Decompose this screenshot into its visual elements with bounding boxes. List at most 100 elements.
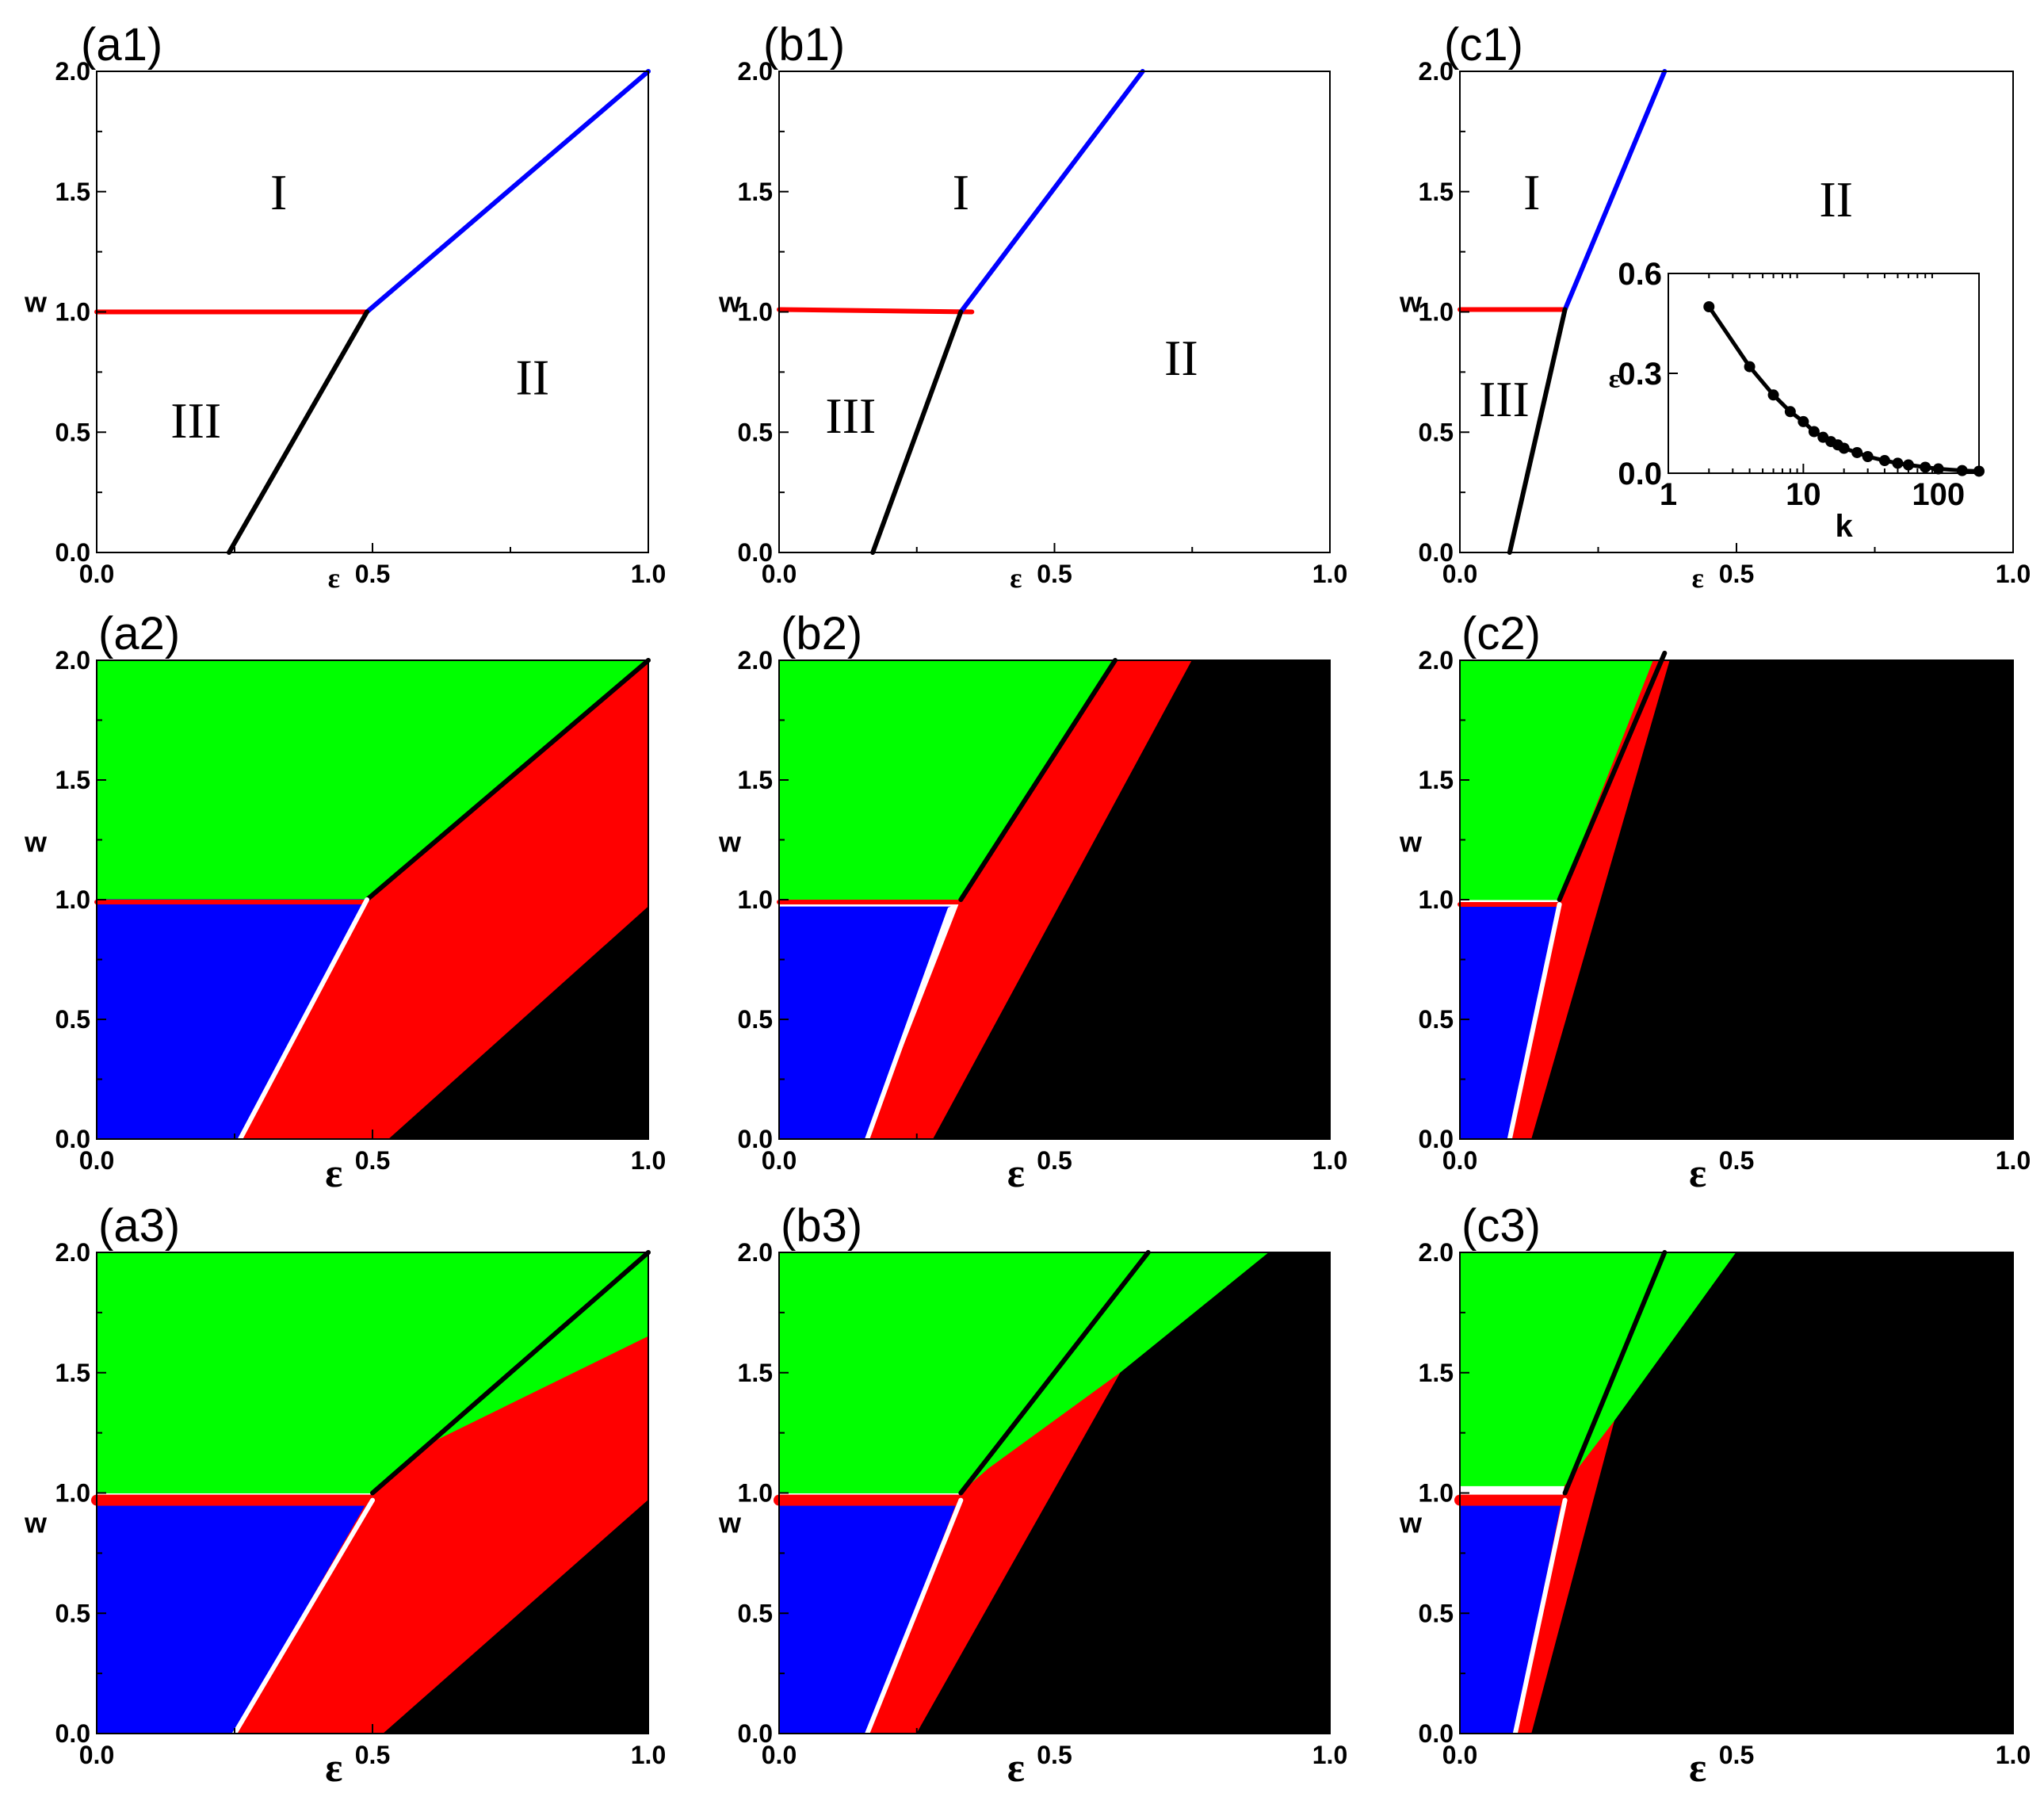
region-label-i: I — [1523, 164, 1540, 220]
y-tick-label: 1.5 — [1419, 766, 1454, 794]
x-axis-label: ε — [1691, 562, 1703, 594]
y-tick-label: 0.5 — [738, 1005, 773, 1034]
x-axis-label: ε — [1010, 562, 1022, 594]
y-tick-label: 1.0 — [1419, 885, 1454, 914]
x-tick-label: 0.0 — [79, 1741, 114, 1769]
inset-point — [1784, 406, 1796, 418]
series-line-blue — [958, 69, 1145, 315]
series-line-red — [777, 307, 975, 315]
series-line-black — [365, 658, 651, 902]
x-tick-label: 1.0 — [631, 1741, 666, 1769]
y-axis-label: w — [718, 286, 742, 319]
inset-x-axis-label: k — [1836, 509, 1854, 544]
y-axis-label: w — [718, 826, 742, 858]
inset-x-tick-label: 100 — [1912, 477, 1965, 512]
y-tick-label: 1.5 — [1419, 1359, 1454, 1387]
inset: 1 10 100 0.0 0.3 0.6 k ε — [1609, 257, 1985, 544]
inset-point — [1862, 451, 1874, 462]
inset-x-tick-label: 10 — [1786, 477, 1821, 512]
x-tick-label: 0.5 — [355, 1146, 390, 1175]
series-line-white — [232, 1497, 375, 1736]
x-tick-label: 1.0 — [1996, 1741, 2031, 1769]
inset-y-axis-label: ε — [1609, 365, 1621, 394]
y-axis-label: w — [1399, 826, 1423, 858]
series-line-white — [1507, 902, 1562, 1141]
y-tick-label: 2.0 — [55, 57, 90, 86]
region-label-ii: II — [1164, 330, 1198, 386]
inset-point — [1744, 361, 1756, 373]
y-tick-label: 2.0 — [738, 1238, 773, 1267]
series-line-black — [870, 309, 964, 555]
y-tick-label: 1.0 — [55, 1479, 90, 1508]
region-label-i: I — [953, 164, 969, 220]
x-tick-label: 0.0 — [1442, 560, 1477, 588]
y-tick-label: 1.5 — [55, 178, 90, 206]
inset-point — [1902, 459, 1914, 471]
x-tick-label: 1.0 — [1996, 560, 2031, 588]
region-label-iii: III — [825, 388, 876, 444]
y-axis-label: w — [24, 286, 48, 319]
inset-point — [1767, 389, 1779, 401]
inset-point — [1808, 426, 1820, 438]
y-tick-label: 2.0 — [738, 646, 773, 675]
x-axis-label: ε — [325, 1745, 342, 1791]
inset-point — [1838, 442, 1850, 454]
y-tick-label: 1.5 — [738, 1359, 773, 1387]
x-tick-label: 0.0 — [79, 560, 114, 588]
panel-label: (b2) — [781, 608, 862, 659]
inset-point — [1851, 446, 1863, 458]
series-line-black — [227, 309, 369, 555]
y-tick-label: 1.5 — [1419, 178, 1454, 206]
panel-a3: 0.0 0.5 1.0 1.5 2.0 0.0 0.5 1.0 (a3) ε w — [24, 1200, 666, 1791]
panel-label: (a1) — [81, 19, 162, 71]
region-label-iii: III — [170, 392, 221, 449]
x-tick-label: 1.0 — [1312, 560, 1347, 588]
y-tick-label: 1.0 — [1419, 1479, 1454, 1508]
x-axis-label: ε — [1007, 1745, 1025, 1791]
y-tick-label: 2.0 — [738, 57, 773, 86]
x-tick-label: 0.5 — [355, 1741, 390, 1769]
y-tick-label: 0.5 — [1419, 1005, 1454, 1034]
inset-y-tick-label: 0.0 — [1618, 457, 1662, 491]
region-label-ii: II — [516, 349, 550, 405]
inset-point — [1956, 464, 1968, 476]
series-line-black — [958, 658, 1118, 902]
series-line-black — [1557, 650, 1668, 902]
x-axis-label: ε — [1689, 1151, 1706, 1196]
x-tick-label: 1.0 — [1312, 1146, 1347, 1175]
y-axis-label: w — [24, 1507, 48, 1539]
y-tick-label: 0.0 — [55, 1125, 90, 1153]
x-tick-label: 0.0 — [762, 1741, 797, 1769]
series-line-black — [370, 1250, 651, 1496]
x-axis-label: ε — [1007, 1151, 1025, 1196]
x-tick-label: 1.0 — [631, 1146, 666, 1175]
panel-label: (c1) — [1444, 19, 1523, 71]
x-tick-label: 0.0 — [1442, 1146, 1477, 1175]
x-tick-label: 0.0 — [762, 560, 797, 588]
region-label-ii: II — [1819, 171, 1853, 227]
y-axis-label: w — [24, 826, 48, 858]
y-tick-label: 0.0 — [738, 1719, 773, 1748]
x-tick-label: 0.5 — [1037, 1741, 1072, 1769]
series-line-white — [238, 897, 369, 1141]
y-tick-label: 2.0 — [1419, 646, 1454, 675]
inset-point — [1703, 301, 1715, 312]
x-axis-label: ε — [328, 562, 340, 594]
series-line-white — [865, 1497, 964, 1736]
inset-point — [1920, 461, 1931, 473]
series-line-black — [1507, 307, 1568, 555]
y-tick-label: 2.0 — [1419, 1238, 1454, 1267]
y-tick-label: 2.0 — [55, 646, 90, 675]
y-tick-label: 1.0 — [738, 1479, 773, 1508]
panel-label: (b3) — [781, 1200, 862, 1252]
y-axis-label: w — [1399, 1507, 1423, 1539]
panel-b2: 0.0 0.5 1.0 1.5 2.0 0.0 0.5 1.0 (b2) ε w — [718, 608, 1347, 1196]
y-tick-label: 0.0 — [738, 1125, 773, 1153]
y-tick-label: 0.0 — [738, 538, 773, 567]
y-tick-label: 0.5 — [1419, 418, 1454, 446]
x-tick-label: 0.5 — [355, 560, 390, 588]
y-tick-label: 1.0 — [55, 885, 90, 914]
